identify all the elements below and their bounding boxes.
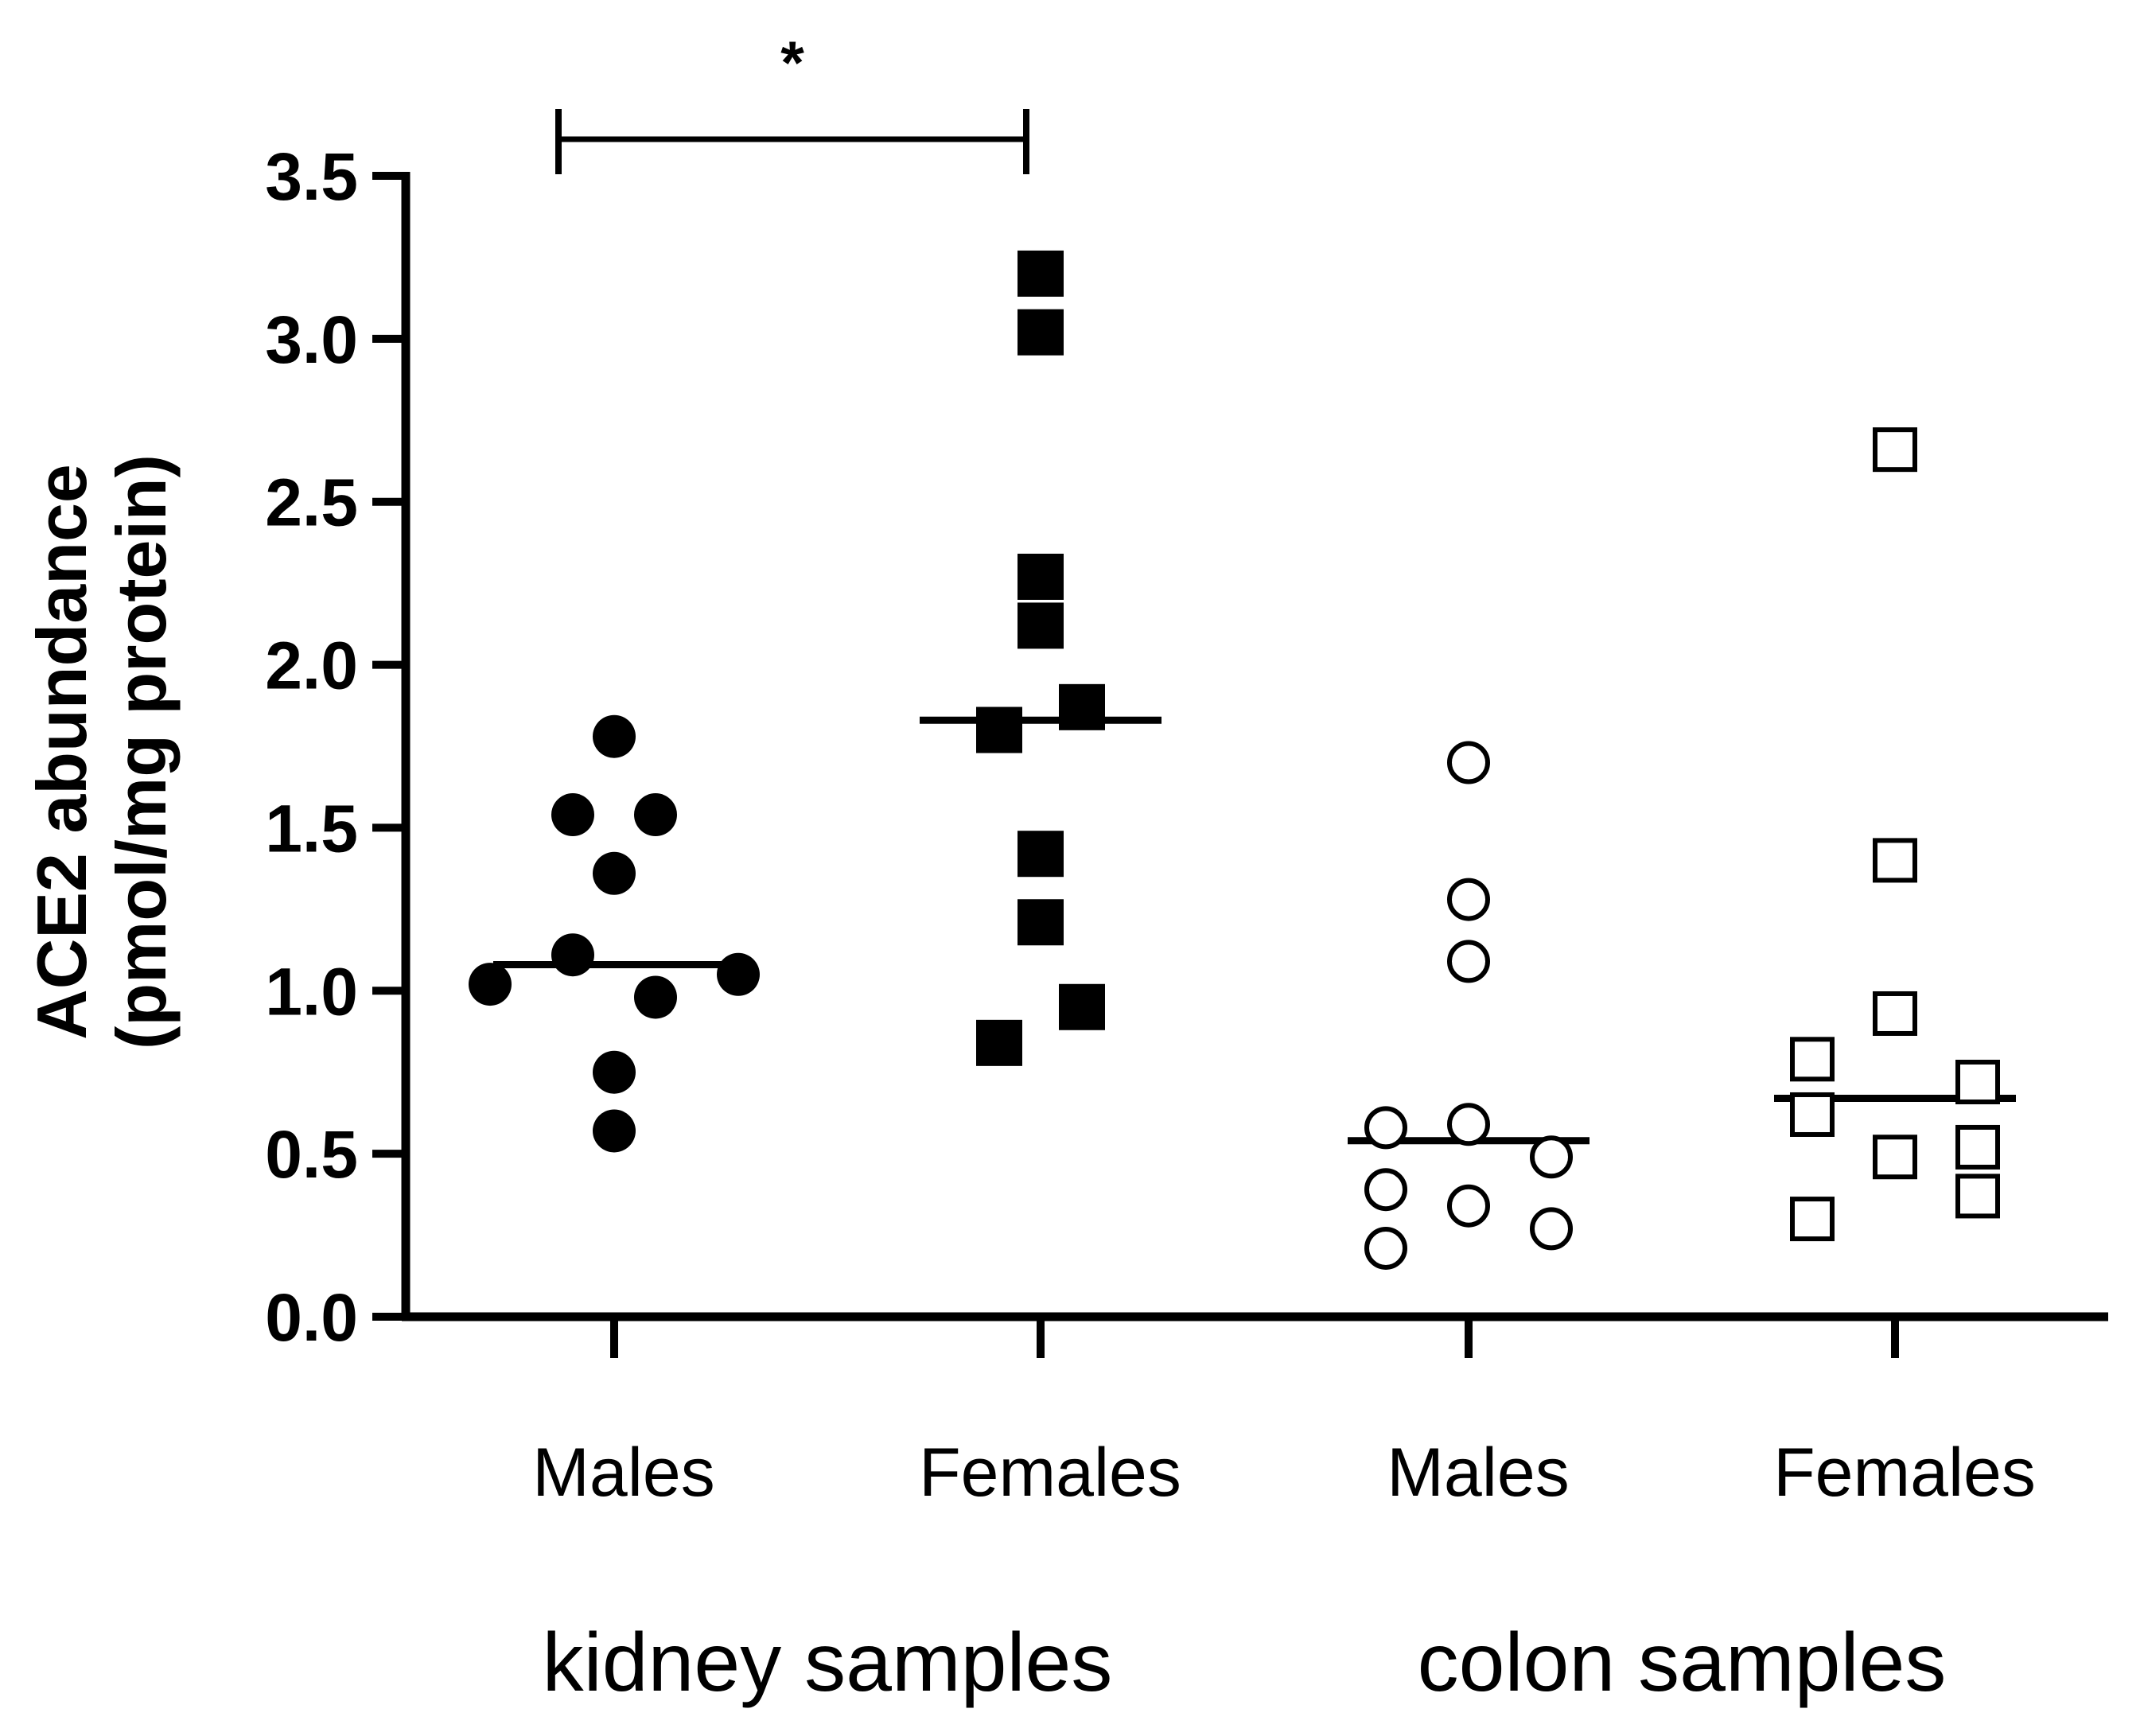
data-point-square — [1018, 831, 1064, 878]
data-point-square — [1018, 602, 1064, 649]
data-point-circle — [593, 1050, 636, 1094]
data-point-circle — [469, 963, 512, 1006]
data-point-square — [1018, 553, 1064, 600]
data-point-square — [1955, 1124, 2000, 1170]
y-tick-label: 3.5 — [265, 139, 358, 214]
data-point-square — [1955, 1174, 2000, 1219]
data-point-circle — [593, 714, 636, 758]
data-point-square — [1790, 1092, 1835, 1137]
data-point-square — [1873, 838, 1917, 883]
data-point-square — [1790, 1197, 1835, 1242]
y-axis-label-line1: ACE2 abundance — [22, 464, 101, 1040]
data-point-circle — [1447, 1184, 1490, 1228]
y-tick-label: 1.0 — [265, 954, 358, 1029]
data-point-square — [1955, 1060, 2000, 1105]
data-point-square — [1018, 309, 1064, 356]
data-point-square — [1059, 683, 1105, 730]
y-ticks: 0.0 0.5 1.0 1.5 2.0 2.5 3.0 3.5 — [265, 139, 406, 1355]
data-point-circle — [593, 851, 636, 895]
significance-asterisk: * — [780, 29, 804, 97]
data-point-square — [976, 706, 1022, 753]
data-point-square — [1873, 991, 1917, 1036]
significance-annotation: * — [555, 29, 1029, 174]
data-points — [469, 250, 2000, 1270]
data-point-circle — [634, 975, 677, 1019]
data-point-square — [1790, 1037, 1835, 1082]
data-point-circle — [1447, 741, 1490, 784]
x-category-label: Males — [1387, 1434, 1569, 1511]
data-point-circle — [634, 793, 677, 837]
data-point-square — [1059, 983, 1105, 1030]
x-category-label: Males — [532, 1434, 714, 1511]
y-tick-label: 0.0 — [265, 1280, 358, 1355]
data-point-square — [1873, 427, 1917, 473]
data-point-circle — [1447, 940, 1490, 983]
data-point-square — [1018, 899, 1064, 946]
data-point-circle — [593, 1109, 636, 1153]
x-group-label: colon samples — [1418, 1617, 1947, 1709]
data-point-circle — [551, 793, 594, 837]
data-point-square — [976, 1019, 1022, 1066]
data-point-square — [1873, 1135, 1917, 1180]
y-axis-label-line2: (pmol/mg protein) — [102, 454, 181, 1049]
x-group-label: kidney samples — [543, 1617, 1113, 1709]
data-point-circle — [1530, 1207, 1573, 1251]
y-tick-label: 0.5 — [265, 1117, 358, 1192]
data-point-circle — [1530, 1135, 1573, 1179]
data-point-circle — [1447, 1103, 1490, 1146]
y-tick-label: 2.5 — [265, 465, 358, 540]
y-tick-label: 3.0 — [265, 302, 358, 377]
data-point-circle — [1364, 1226, 1407, 1270]
data-point-circle — [1364, 1168, 1407, 1212]
axes — [401, 172, 2108, 1321]
data-point-circle — [1447, 878, 1490, 921]
data-point-circle — [717, 952, 760, 996]
y-tick-label: 2.0 — [265, 629, 358, 703]
y-tick-label: 1.5 — [265, 791, 358, 866]
data-point-circle — [1364, 1106, 1407, 1150]
y-axis-label: ACE2 abundance (pmol/mg protein) — [22, 454, 181, 1049]
data-point-square — [1018, 250, 1064, 297]
x-ticks: Males Females Males Females kidney samples co… — [532, 1317, 2036, 1709]
x-category-label: Females — [1773, 1434, 2036, 1511]
x-category-label: Females — [919, 1434, 1181, 1511]
data-point-circle — [551, 933, 594, 977]
